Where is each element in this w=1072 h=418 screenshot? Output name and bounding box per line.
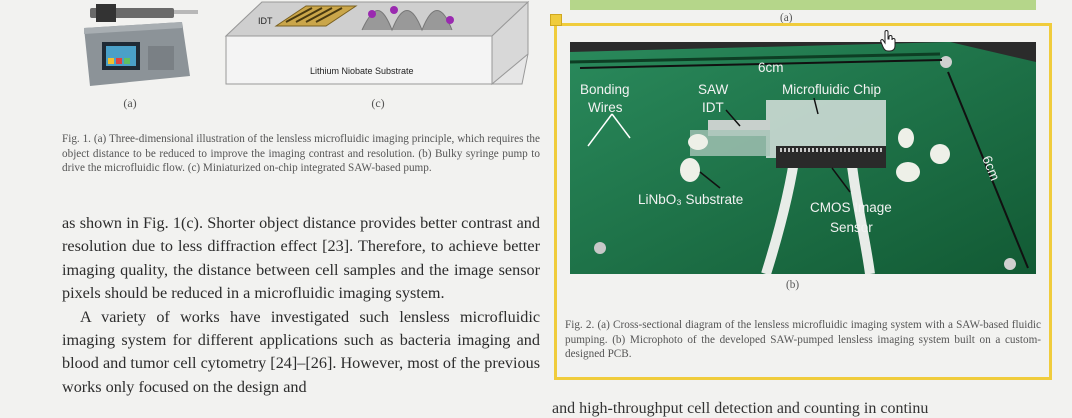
figure-selection-box[interactable]: [554, 23, 1052, 380]
substrate-label: Lithium Niobate Substrate: [310, 66, 414, 76]
fig1-label-c: (c): [371, 96, 385, 110]
body-text: as shown in Fig. 1(c). Shorter object di…: [62, 212, 540, 399]
bonding-wires-label-line2: Wires: [588, 100, 623, 115]
syringe-pump-image: [82, 2, 200, 90]
cmos-label-line2: Sensor: [830, 220, 873, 235]
fig1-caption: Fig. 1. (a) Three-dimensional illustrati…: [62, 133, 540, 175]
fig2-label-a: (a): [780, 12, 793, 24]
linbo3-label: LiNbO₃ Substrate: [638, 192, 743, 207]
figure-top-green-bar: [570, 0, 1036, 10]
fig2-label-b: (b): [786, 279, 800, 291]
microfluidic-chip-label: Microfluidic Chip: [782, 82, 881, 97]
dim-top-label: 6cm: [758, 60, 784, 75]
selection-resize-handle[interactable]: [550, 14, 562, 26]
body-paragraph-2: A variety of works have investigated suc…: [62, 307, 540, 396]
hand-cursor-icon: [880, 30, 896, 52]
saw-idt-label-line1: SAW: [698, 82, 729, 97]
pcb-microphoto: 6cm 6cm Bonding Wires SAW IDT Microfluid…: [570, 42, 1036, 274]
cmos-label-line1: CMOS Image: [810, 200, 892, 215]
bonding-wires-label-line1: Bonding: [580, 82, 630, 97]
saw-pump-illustration: IDT Lithium Niobate Substrate: [224, 0, 530, 86]
right-column-text: and high-throughput cell detection and c…: [552, 400, 929, 417]
fig2-caption: Fig. 2. (a) Cross-sectional diagram of t…: [565, 319, 1041, 361]
fig1-label-a: (a): [123, 96, 137, 110]
saw-idt-label-line2: IDT: [702, 100, 724, 115]
body-paragraph-1: as shown in Fig. 1(c). Shorter object di…: [62, 214, 540, 303]
idt-label: IDT: [258, 16, 273, 26]
